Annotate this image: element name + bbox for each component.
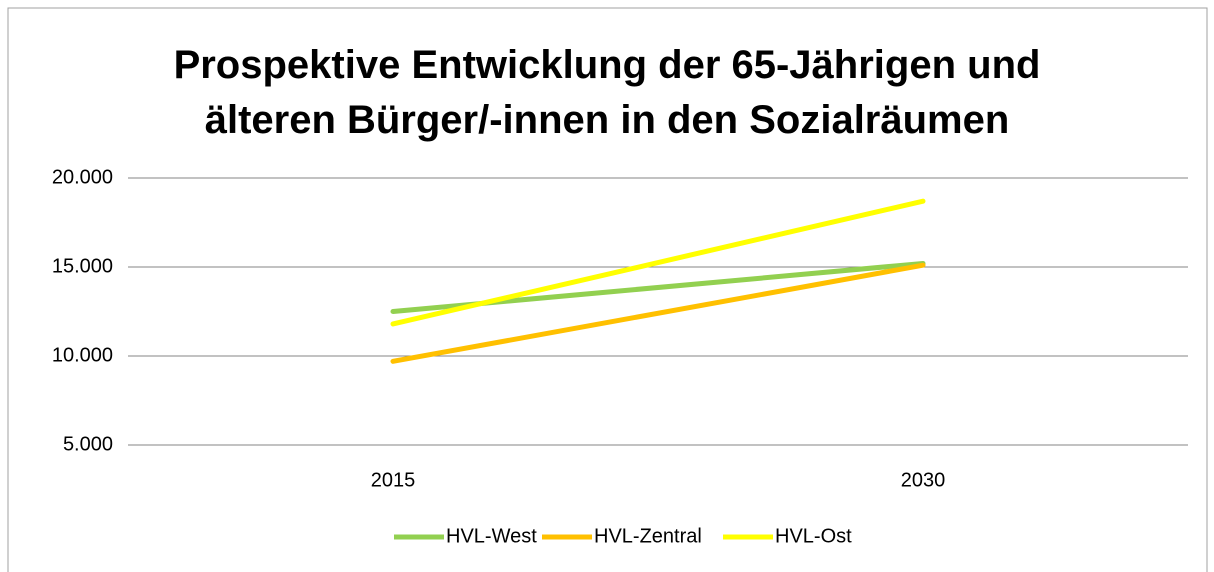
- legend-label: HVL-Zentral: [594, 525, 702, 547]
- x-tick-label: 2030: [901, 469, 946, 491]
- series-line: [390, 198, 926, 327]
- legend-label: HVL-Ost: [775, 525, 852, 547]
- y-tick-label: 10.000: [52, 344, 113, 366]
- y-tick-label: 15.000: [52, 255, 113, 277]
- legend-label: HVL-West: [446, 525, 537, 547]
- y-tick-label: 20.000: [52, 166, 113, 188]
- y-tick-label: 5.000: [63, 433, 113, 455]
- x-tick-label: 2015: [371, 469, 416, 491]
- series-line: [390, 262, 926, 364]
- chart-title: Prospektive Entwicklung der 65-Jährigen …: [173, 43, 1041, 142]
- chart-border: [7, 7, 1208, 572]
